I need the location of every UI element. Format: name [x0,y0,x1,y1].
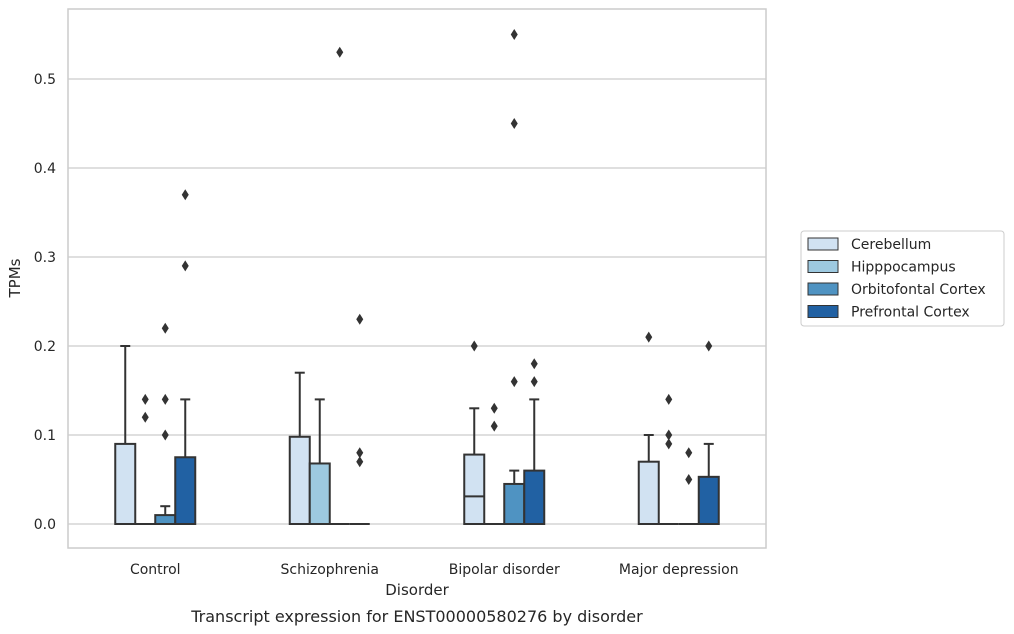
box-body [114,442,137,525]
outlier-point [356,456,364,468]
legend-swatch [807,237,839,251]
outlier-point [665,429,673,441]
box-hipppocampus [658,393,679,525]
outlier-point [141,411,149,423]
boxes [114,29,720,526]
outlier-point [356,313,364,325]
x-tick-label: Schizophrenia [281,562,379,578]
box-hipppocampus [135,393,156,525]
box-hipppocampus [484,402,505,525]
box-hipppocampus [308,398,331,526]
outlier-point [181,189,189,201]
x-tick-labels: Control Schizophrenia Bipolar disorder Majo… [130,562,739,578]
legend-label: Orbitofontal Cortex [851,282,986,298]
outlier-point [530,376,538,388]
legend-swatch [807,260,839,273]
box-cerebellum [463,340,486,525]
outlier-point [705,340,713,352]
box-cerebellum [288,371,311,525]
outlier-point [141,393,149,405]
box-cerebellum [114,345,137,525]
box-orbitofontal-cortex [329,46,350,525]
legend: Cerebellum Hipppocampus Orbitofontal Corte… [800,230,1005,327]
outlier-point [181,260,189,272]
gridlines [68,78,766,525]
box-prefrontal-cortex [349,313,370,525]
box-body [154,514,177,525]
x-tick-label: Major depression [619,562,739,578]
y-tick-label: 0.3 [34,250,56,266]
y-tick-label: 0.5 [34,72,56,88]
y-axis-label: TPMs [6,258,24,298]
y-tick-label: 0.2 [34,339,56,355]
legend-label: Cerebellum [851,237,931,253]
box-body [174,456,197,525]
legend-label: Hipppocampus [851,260,956,276]
x-tick-label: Control [130,562,181,578]
outlier-point [645,331,653,343]
box-body [463,453,486,525]
legend-label: Prefrontal Cortex [851,305,970,321]
outlier-point [161,322,169,334]
outlier-point [470,340,478,352]
outlier-point [161,393,169,405]
box-body [697,475,720,525]
outlier-point [490,402,498,414]
box-prefrontal-cortex [697,340,720,525]
outlier-point [685,447,693,459]
y-tick-label: 0.0 [34,517,56,533]
box-orbitofontal-cortex [503,29,526,526]
box-prefrontal-cortex [523,358,546,526]
box-prefrontal-cortex [174,189,197,525]
outlier-point [490,420,498,432]
legend-swatch [807,282,839,296]
outlier-point [161,429,169,441]
chart-caption: Transcript expression for ENST0000058027… [190,607,643,626]
outlier-point [530,358,538,370]
legend-frame [800,230,1005,327]
box-body [308,462,331,526]
outlier-point [510,118,518,129]
y-tick-labels: 0.0 0.1 0.2 0.3 0.4 0.5 [34,72,56,533]
box-body [523,469,546,526]
legend-swatch [807,305,839,318]
x-axis-label: Disorder [385,581,449,599]
y-tick-label: 0.1 [34,428,56,444]
box-body [503,482,526,526]
outlier-point [336,46,344,58]
outlier-point [665,393,673,405]
box-body [637,460,660,526]
box-body [288,435,311,525]
outlier-point [510,29,518,40]
outlier-point [356,447,364,459]
outlier-point [665,438,673,450]
box-cerebellum [637,331,660,526]
outlier-point [685,474,693,485]
plot-frame [67,8,767,549]
outlier-point [510,376,518,388]
box-orbitofontal-cortex [678,447,699,525]
x-tick-label: Bipolar disorder [449,562,560,578]
box-orbitofontal-cortex [154,322,177,525]
y-tick-label: 0.4 [34,161,56,177]
